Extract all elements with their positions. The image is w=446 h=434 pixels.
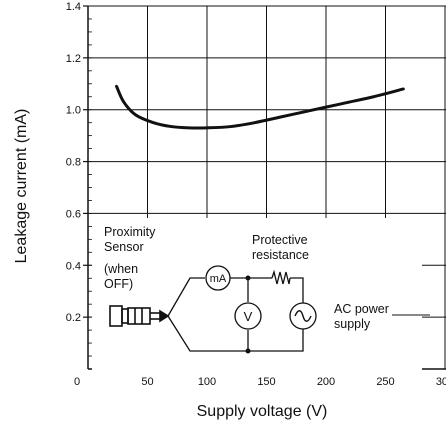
ac-source-icon xyxy=(289,302,317,330)
y-tick-label: 1.2 xyxy=(66,53,81,65)
resistance-line-1: Protective xyxy=(252,233,308,247)
leakage-current-line xyxy=(115,84,405,130)
sensor-line-3: (when xyxy=(104,262,138,276)
y-tick-label: 0.4 xyxy=(66,260,81,272)
x-tick-label: 300 xyxy=(436,376,446,388)
series-layer xyxy=(115,84,405,130)
sensor-line-2: Sensor xyxy=(104,240,144,254)
ammeter-label: mA xyxy=(210,273,227,285)
y-tick-label: 0.8 xyxy=(66,157,81,169)
grid-lines xyxy=(88,5,446,369)
x-tick-label: 50 xyxy=(141,376,153,388)
resistance-line-2: resistance xyxy=(252,248,309,262)
ammeter-icon: mA xyxy=(205,265,231,291)
voltmeter-icon: V xyxy=(234,302,262,330)
y-tick-label: 1.4 xyxy=(66,1,81,13)
sensor-line-1: Proximity xyxy=(104,225,156,239)
circuit-inset: mA V Proximity Sensor (when OFF) Protect… xyxy=(92,218,430,370)
inset-background xyxy=(92,218,422,370)
power-line-1: AC power xyxy=(334,302,389,316)
power-label: AC power supply xyxy=(334,302,392,331)
tick-labels: 0 50 100 150 200 250 300 0.2 0.4 0.6 0.8 1.0 1.2 1.4 xyxy=(66,1,446,388)
y-tick-label: 0.2 xyxy=(66,312,81,324)
y-tick-label: 1.0 xyxy=(66,105,81,117)
proximity-sensor-icon xyxy=(109,305,170,327)
x-tick-label: 250 xyxy=(376,376,394,388)
power-line-2: supply xyxy=(334,317,371,331)
x-tick-label: 150 xyxy=(257,376,275,388)
x-tick-label: 200 xyxy=(317,376,335,388)
x-axis-label: Supply voltage (V) xyxy=(197,403,328,420)
x-tick-label: 100 xyxy=(198,376,216,388)
y-tick-label: 0.6 xyxy=(66,208,81,220)
sensor-line-4: OFF) xyxy=(104,277,133,291)
resistance-label: Protective resistance xyxy=(252,233,311,262)
y-axis-label: Leakage current (mA) xyxy=(13,109,30,264)
x-tick-label: 0 xyxy=(74,376,80,388)
sensor-label: Proximity Sensor (when OFF) xyxy=(104,225,159,291)
voltmeter-label: V xyxy=(244,309,253,324)
